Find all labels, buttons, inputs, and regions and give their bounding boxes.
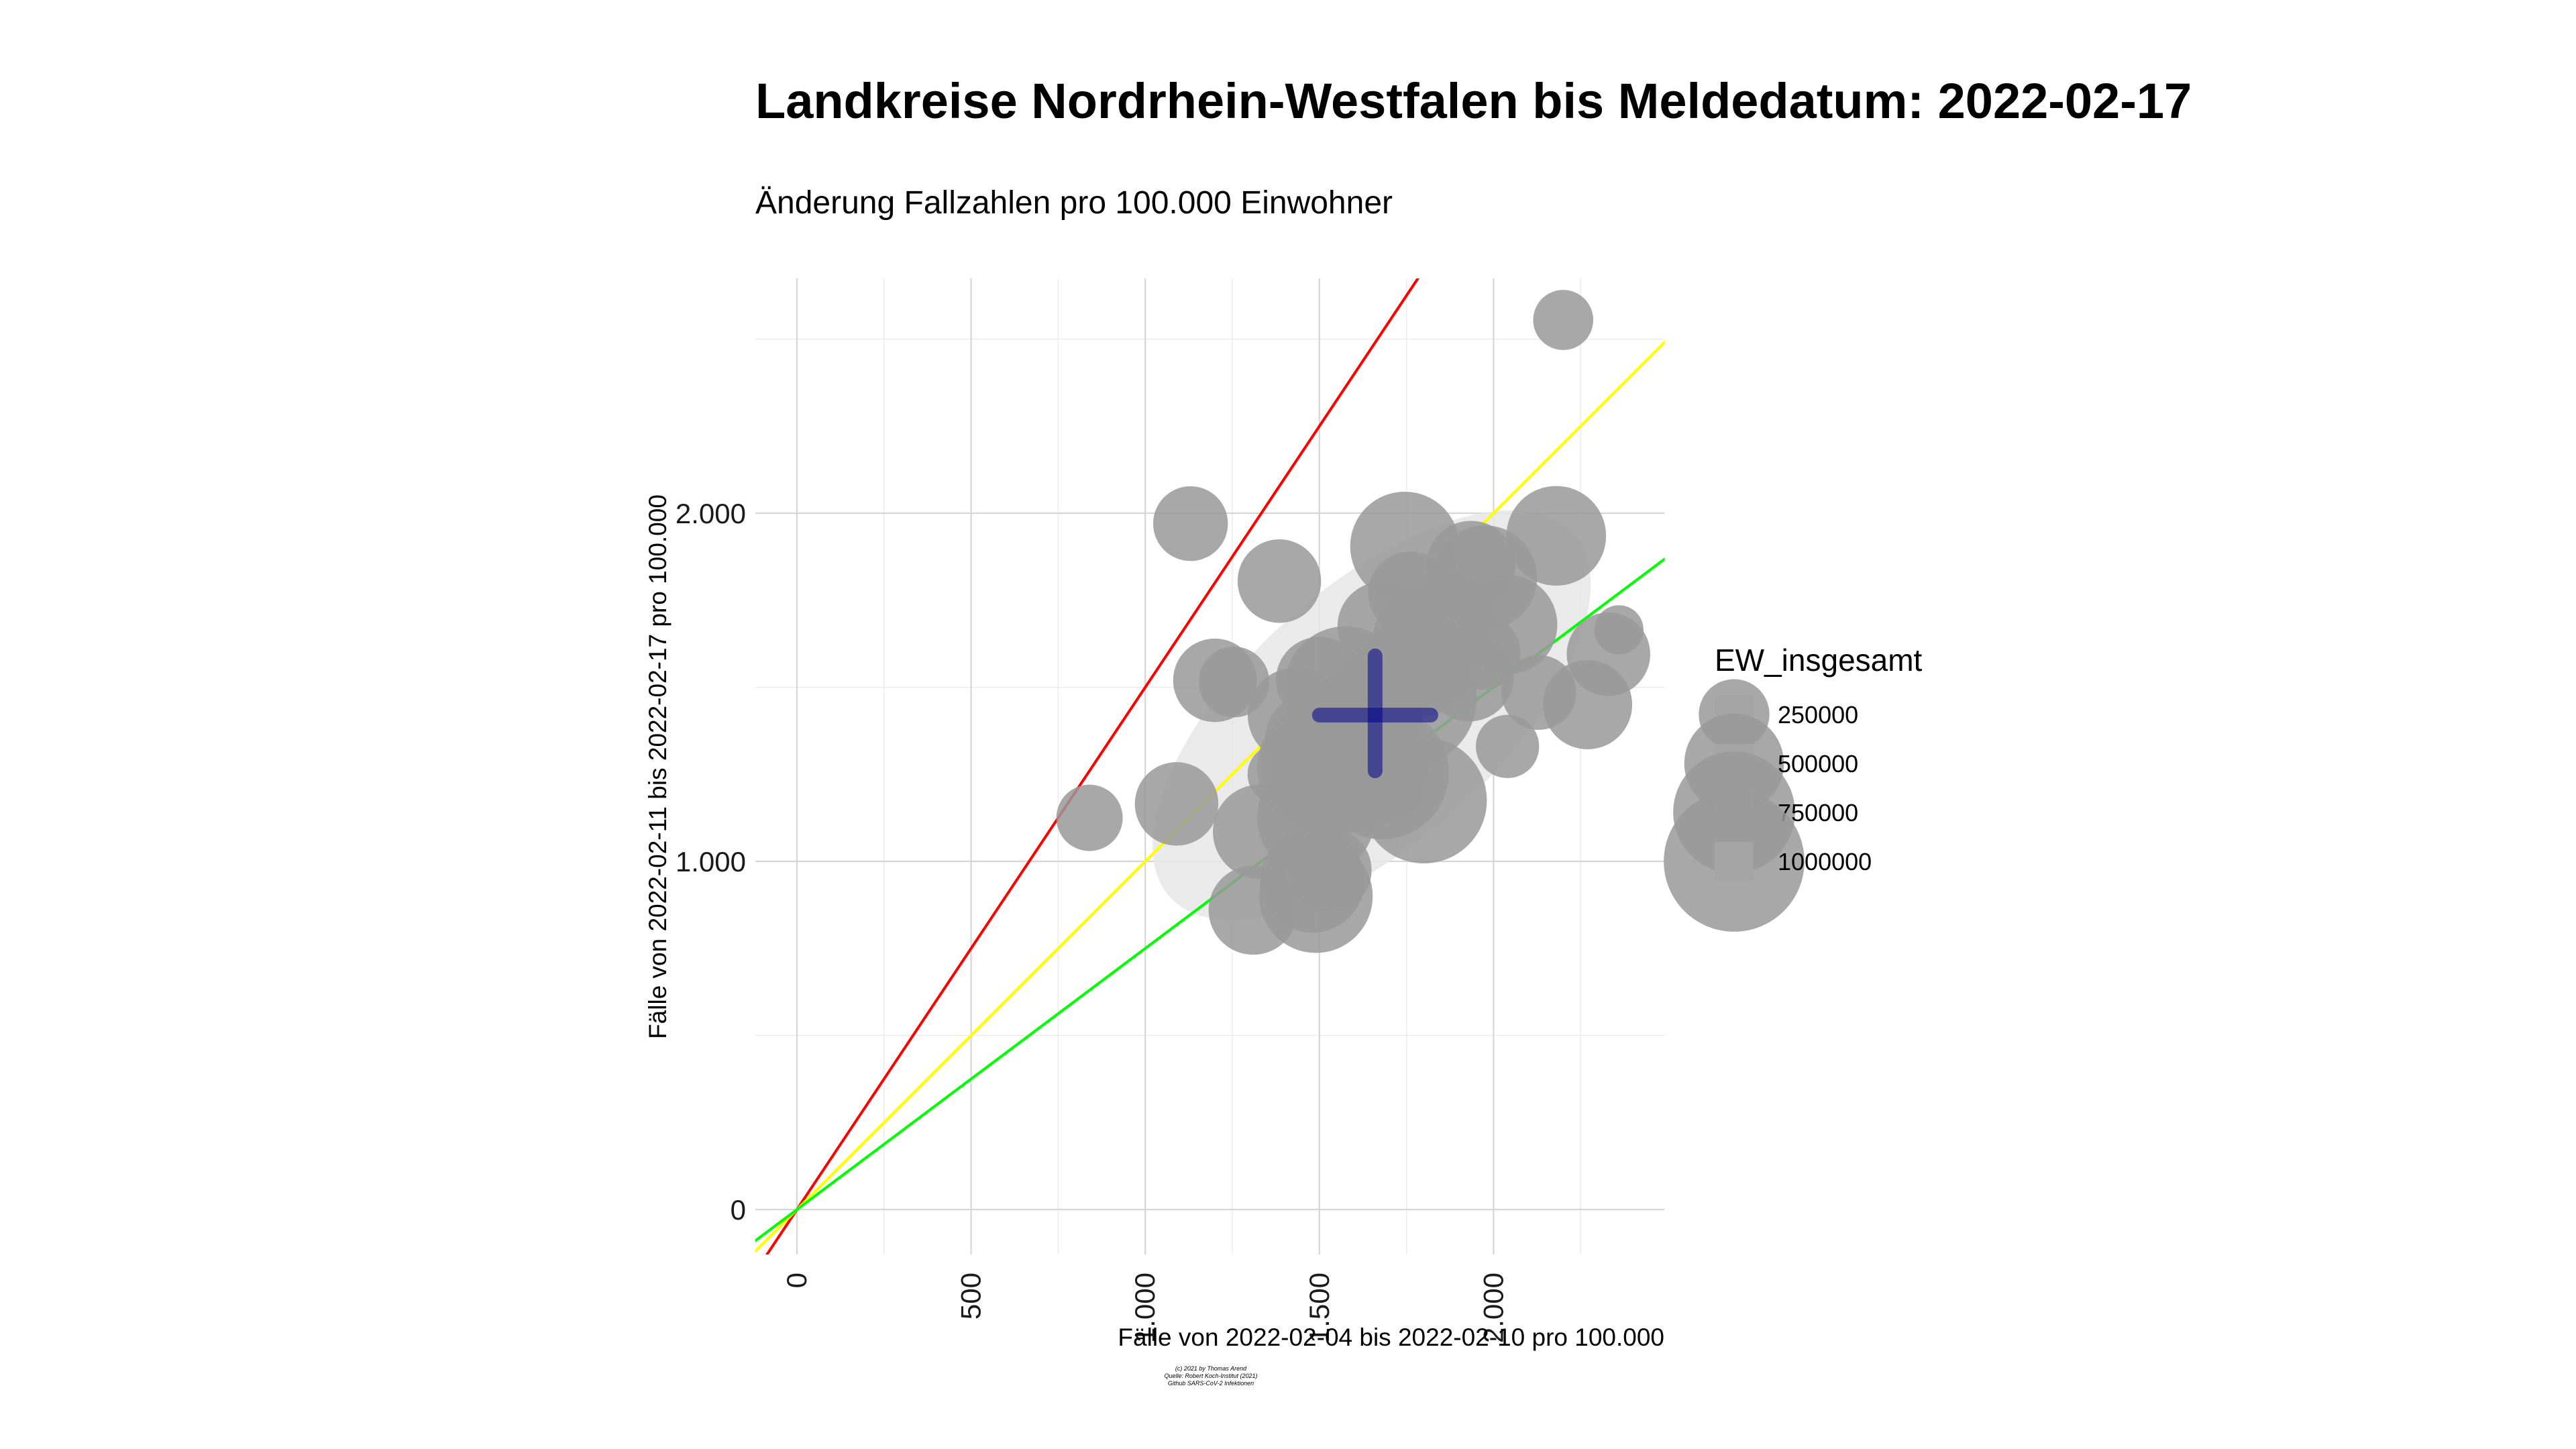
x-tick-label: 1.500 bbox=[1303, 1273, 1335, 1343]
y-tick-labels: 0 1.000 2.000 bbox=[676, 498, 746, 1226]
x-axis-label: Fälle von 2022-02-04 bis 2022-02-10 pro … bbox=[1118, 1324, 1664, 1351]
legend-entry-label: 1000000 bbox=[1778, 848, 1872, 875]
x-tick-label: 500 bbox=[955, 1273, 987, 1320]
data-point bbox=[1475, 714, 1540, 778]
legend-title: EW_insgesamt bbox=[1715, 643, 1923, 678]
data-point bbox=[1056, 784, 1123, 851]
mean-cross-layer bbox=[1311, 648, 1438, 779]
chart-subtitle: Änderung Fallzahlen pro 100.000 Einwohne… bbox=[755, 185, 1393, 221]
legend-entry-label: 250000 bbox=[1778, 701, 1858, 729]
credit-line-3: Github SARS-CoV-2 Infektionen bbox=[1168, 1380, 1254, 1387]
credit-line-2: Quelle: Robert Koch-Institut (2021) bbox=[1164, 1373, 1257, 1379]
data-point bbox=[1543, 659, 1633, 749]
chart-title: Landkreise Nordrhein-Westfalen bis Melde… bbox=[755, 73, 2192, 129]
x-tick-label: 0 bbox=[781, 1273, 812, 1288]
x-tick-label: 2.000 bbox=[1477, 1273, 1509, 1343]
y-axis-label: Fälle von 2022-02-11 bis 2022-02-17 pro … bbox=[644, 494, 672, 1039]
x-tick-labels: 0 500 1.000 1.500 2.000 bbox=[781, 1273, 1509, 1343]
credits: (c) 2021 by Thomas Arend Quelle: Robert … bbox=[1164, 1365, 1257, 1387]
reference-line-red bbox=[765, 278, 1420, 1254]
legend-entry-label: 500000 bbox=[1778, 750, 1858, 777]
y-tick-label: 0 bbox=[731, 1194, 746, 1226]
data-point bbox=[1360, 737, 1487, 864]
y-tick-label: 1.000 bbox=[676, 846, 746, 877]
y-tick-label: 2.000 bbox=[676, 498, 746, 529]
data-point bbox=[1152, 486, 1228, 561]
x-tick-label: 1.000 bbox=[1129, 1273, 1161, 1343]
data-point bbox=[1533, 290, 1594, 350]
legend-key-circle bbox=[1664, 791, 1805, 932]
data-point bbox=[1134, 762, 1219, 846]
credit-line-1: (c) 2021 by Thomas Arend bbox=[1175, 1365, 1247, 1372]
data-point bbox=[1237, 539, 1322, 623]
data-point bbox=[1208, 865, 1298, 955]
